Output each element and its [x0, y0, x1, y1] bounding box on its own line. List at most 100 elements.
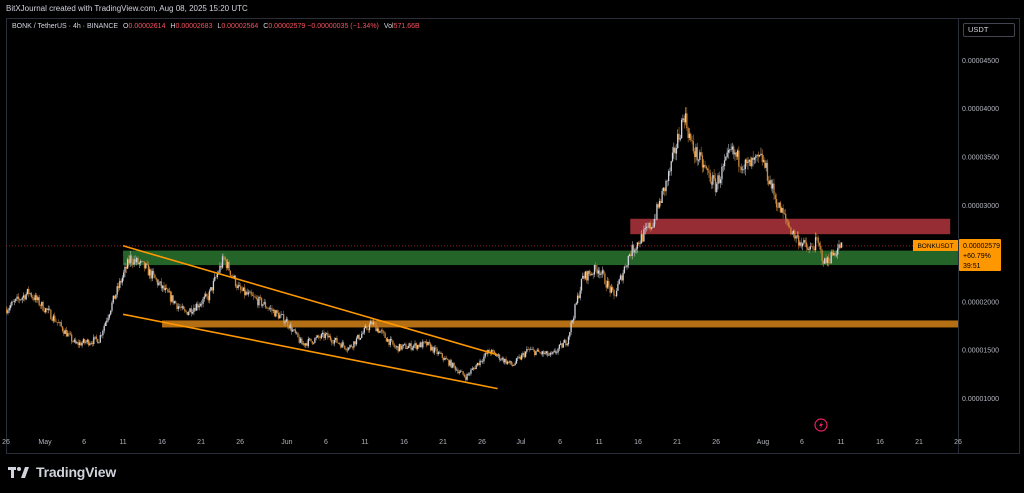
candle-body — [457, 369, 459, 374]
candle-body — [658, 201, 661, 208]
candle-body — [325, 333, 328, 334]
candle-body — [190, 308, 192, 314]
candle-body — [683, 118, 685, 123]
candle-body — [805, 242, 808, 248]
candle-body — [575, 303, 577, 305]
candle-body — [136, 258, 138, 263]
candle-body — [686, 113, 688, 129]
candle-body — [45, 308, 47, 313]
candle-body — [246, 291, 248, 295]
candle-body — [67, 333, 69, 337]
candle-body — [116, 286, 118, 295]
candle-body — [236, 286, 238, 289]
candle-body — [755, 156, 757, 158]
candle-body — [390, 338, 393, 341]
candle-body — [141, 261, 143, 262]
candle-body — [126, 259, 129, 269]
candle-body — [320, 334, 323, 339]
candle-body — [739, 166, 741, 168]
candle-body — [634, 250, 636, 253]
candle-body — [310, 338, 312, 342]
candle-body — [679, 138, 681, 140]
candle-body — [315, 337, 317, 339]
candle-body — [138, 262, 140, 264]
x-tick-label: 26 — [2, 439, 10, 446]
candle-body — [703, 164, 705, 168]
zone-layer — [123, 218, 959, 328]
candle-body — [7, 310, 9, 314]
candle-body — [224, 257, 226, 261]
candle-body — [506, 361, 509, 364]
candle-body — [621, 275, 623, 281]
candle-body — [436, 348, 438, 354]
candle-body — [210, 287, 212, 291]
candle-body — [716, 183, 718, 192]
candle-body — [211, 287, 213, 291]
candle-body — [156, 279, 159, 286]
badge-price-bg — [959, 239, 1001, 271]
candle-body — [730, 149, 732, 151]
x-tick-label: 26 — [478, 439, 486, 446]
candle-body — [524, 351, 527, 357]
badge-symbol-bg — [913, 240, 958, 251]
candle-body — [782, 207, 784, 214]
candle-body — [143, 261, 146, 269]
footer: TradingView — [8, 464, 116, 480]
candle-body — [838, 244, 840, 249]
x-tick-label: 6 — [800, 439, 804, 446]
candle-body — [159, 281, 161, 283]
candle-body — [792, 230, 795, 234]
candle-body — [319, 337, 321, 339]
candle-body — [240, 286, 242, 290]
candle-body — [149, 269, 151, 276]
candle-body — [649, 223, 652, 229]
candle-body — [63, 330, 65, 334]
candle-body — [476, 362, 479, 366]
candle-body — [820, 245, 822, 250]
badge-countdown: 39:51 — [963, 263, 981, 270]
candle-body — [574, 304, 576, 319]
candle-body — [640, 234, 642, 244]
candle-body — [837, 248, 839, 255]
candle-body — [578, 295, 580, 299]
candle-body — [273, 310, 276, 317]
candle-body — [455, 369, 458, 371]
candle-body — [552, 351, 554, 354]
candle-body — [350, 345, 352, 347]
candle-body — [510, 361, 512, 365]
badge-symbol: BONKUSDT — [917, 243, 953, 250]
candle-body — [145, 263, 147, 269]
x-tick-label: 11 — [595, 439, 602, 446]
candle-body — [795, 236, 797, 239]
candle-body — [579, 290, 581, 299]
candle-body — [411, 347, 414, 350]
candle-body — [682, 118, 684, 121]
candle-body — [742, 169, 744, 171]
candle-body — [584, 271, 587, 279]
candle-body — [831, 251, 834, 256]
candle-body — [50, 309, 52, 320]
candle-body — [367, 329, 369, 331]
candle-body — [35, 295, 38, 300]
candle-body — [189, 308, 191, 312]
candle-body — [11, 301, 13, 306]
tradingview-logo-icon — [8, 467, 29, 478]
candle-body — [790, 227, 792, 234]
candle-body — [760, 153, 762, 155]
candle-body — [19, 299, 21, 301]
candle-body — [403, 344, 406, 345]
candle-body — [241, 289, 243, 291]
candle-body — [704, 164, 706, 167]
candle-body — [55, 321, 57, 323]
candle-body — [722, 166, 724, 167]
candle-body — [461, 371, 463, 372]
candle-body — [712, 175, 714, 185]
candle-body — [617, 283, 619, 291]
flash-icon[interactable] — [814, 418, 828, 432]
currency-selector[interactable]: USDT — [963, 23, 1015, 37]
symbol-title[interactable]: BONK / TetherUS · 4h · BINANCE — [12, 23, 119, 30]
candle-body — [695, 147, 697, 158]
candle-body — [402, 344, 404, 346]
candle-body — [422, 341, 424, 348]
